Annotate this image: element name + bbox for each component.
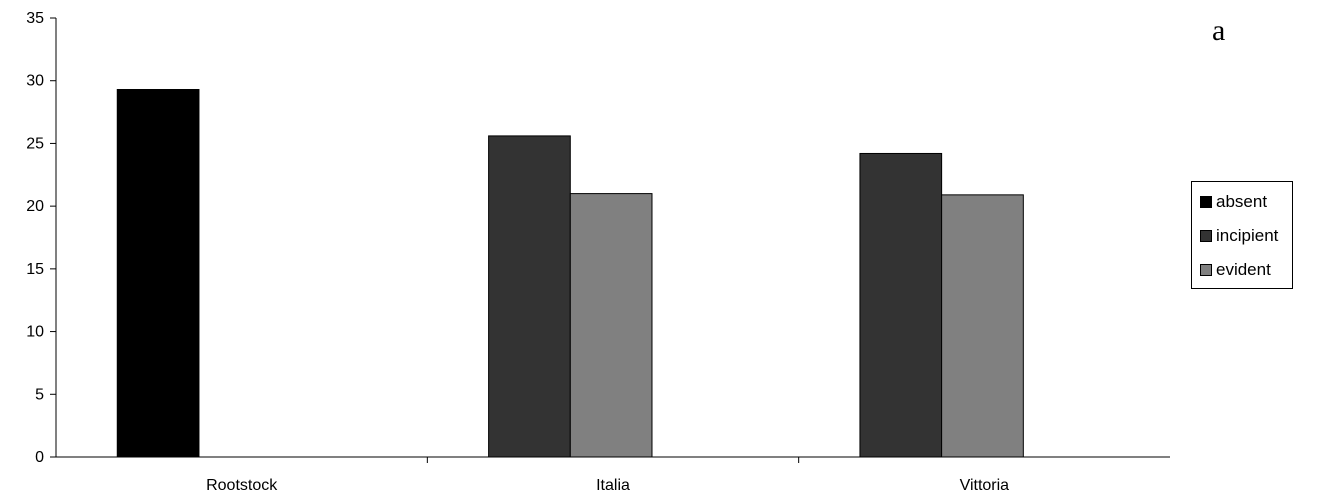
y-tick-label: 5: [35, 386, 44, 403]
y-tick-label: 25: [26, 135, 44, 152]
y-tick-label: 20: [26, 198, 44, 215]
legend-swatch-absent: [1200, 196, 1212, 208]
legend-label-absent: absent: [1216, 192, 1268, 211]
legend-item-evident: evident: [1200, 260, 1271, 280]
bar-incipient: [859, 152, 943, 458]
y-tick-label: 0: [35, 449, 44, 466]
legend-swatch-evident: [1200, 264, 1212, 276]
legend-item-absent: absent: [1200, 192, 1267, 212]
x-tick-label: Vittoria: [960, 477, 1010, 494]
legend-item-incipient: incipient: [1200, 226, 1278, 246]
bar-absent: [116, 88, 200, 458]
legend-swatch-incipient: [1200, 230, 1212, 242]
legend-label-evident: evident: [1216, 260, 1271, 279]
y-tick-label: 35: [26, 10, 44, 27]
panel-letter: a: [1212, 14, 1226, 47]
y-tick-label: 15: [26, 261, 44, 278]
bar-evident: [569, 193, 653, 458]
bar-evident: [941, 194, 1024, 458]
y-tick-label: 30: [26, 73, 44, 90]
legend: absent incipient evident: [1191, 181, 1293, 289]
legend-label-incipient: incipient: [1216, 226, 1279, 245]
x-tick-label: Italia: [596, 477, 630, 494]
x-tick-label: Rootstock: [206, 477, 278, 494]
y-tick-label: 10: [26, 324, 44, 341]
bar-incipient: [488, 135, 571, 458]
